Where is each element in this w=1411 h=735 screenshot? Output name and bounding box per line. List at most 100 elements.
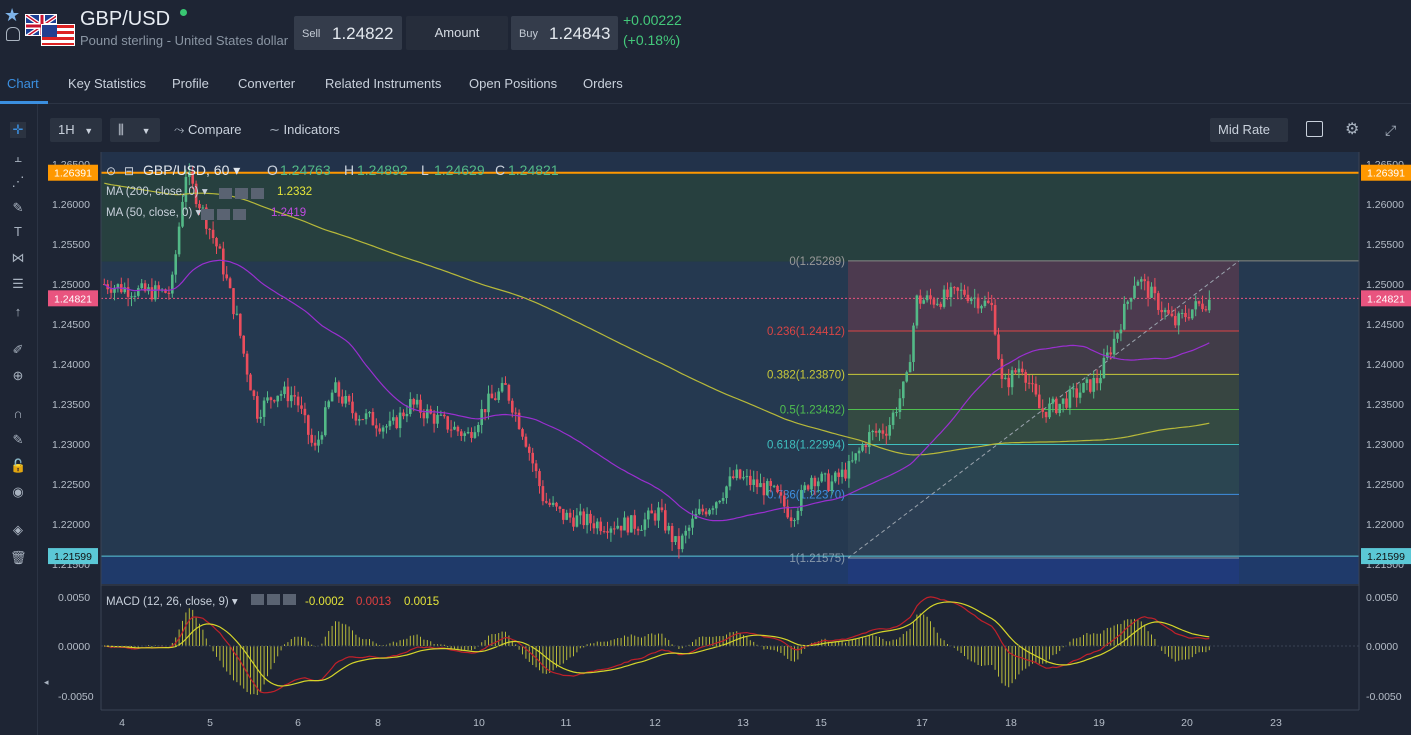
candle-body [704,511,708,515]
candle-body [1143,279,1146,282]
gear-icon[interactable]: ⚙ [1345,121,1360,138]
favorite-star-icon[interactable]: ★ [4,5,21,25]
fib-zone-below [848,558,1239,584]
candle-body [735,469,738,479]
candle-body [1208,299,1211,311]
x-axis-tick: 5 [207,717,213,729]
interval-select[interactable]: 1H ▼ [50,118,102,142]
layers-icon[interactable]: ◈ [13,522,23,537]
lock-icon[interactable]: 🔓 [10,458,27,473]
amount-input[interactable]: Amount [406,16,508,50]
trend-tools-icon[interactable]: ⋰ [11,174,25,189]
fib-zone [848,494,1239,558]
zoom-icon[interactable]: ⊕ [12,368,24,383]
us-flag-icon [41,24,75,46]
sell-button[interactable]: Sell 1.24822 [294,16,402,50]
candle-body [857,450,861,454]
legend-action-icon[interactable] [201,209,214,220]
pattern-icon[interactable]: ⋈ [11,250,25,265]
left-price-tick: 1.24500 [52,319,90,331]
signal-line [104,601,1210,687]
candle-body [320,435,324,440]
candle-body [286,386,290,402]
candle-body [949,287,953,298]
candle-body [381,427,385,432]
candle-body [738,469,742,479]
expand-icon[interactable]: ⤢ [1385,122,1397,138]
tab-orders[interactable]: Orders [583,76,623,91]
candle-body [613,528,616,530]
ruler-icon[interactable]: ✐ [12,342,24,357]
candle-body [456,426,460,432]
compare-button[interactable]: ⤳ Compare [174,118,242,142]
candle-body [1024,372,1027,383]
legend-action-icon[interactable] [251,188,264,199]
candle-body [925,295,929,301]
candle-body [1129,298,1133,302]
crosshair-icon[interactable]: ✛ [10,122,26,138]
trash-icon[interactable]: 🗑 [10,550,27,565]
candle-body [936,303,939,305]
candle-body [1017,368,1021,373]
candle-body [1041,408,1044,412]
tab-chart[interactable]: Chart [7,76,39,91]
chart-type-select[interactable]: ⫼ ▼ [110,118,160,142]
legend-action-icon[interactable] [217,209,230,220]
candle-body [1126,301,1129,304]
tab-converter[interactable]: Converter [238,76,296,91]
legend-ohlc-label: L [421,162,429,178]
candle-body [293,395,296,397]
rate-type-select[interactable]: Mid Rate ▼ [1210,118,1288,160]
candle-body [929,295,932,300]
candle-body [582,511,585,526]
candle-body [463,433,466,436]
left-price-tick: 1.23500 [52,399,90,411]
legend-action-icon[interactable] [283,594,296,605]
tab-related-instruments[interactable]: Related Instruments [325,76,442,91]
fib-tool-icon[interactable]: ☰ [12,276,24,291]
tab-key-statistics[interactable]: Key Statistics [68,76,147,91]
candle-body [759,483,762,488]
tab-profile[interactable]: Profile [172,76,209,91]
candle-body [881,430,885,434]
eye-icon[interactable]: ◉ [12,484,24,499]
candle-body [708,509,711,515]
fullscreen-frame-icon[interactable] [1306,121,1323,137]
candle-body [239,313,242,336]
candle-body [1112,338,1116,355]
candle-body [361,419,364,421]
candle-body [191,172,194,184]
macd-left-tick: 0.0050 [58,592,90,604]
price-line-label-right: 1.21599 [1367,551,1405,563]
lock-draw-icon[interactable]: ✎ [12,432,24,447]
candle-body [483,409,487,413]
alert-bell-icon[interactable] [6,27,20,41]
legend-action-icon[interactable] [251,594,264,605]
legend-action-icon[interactable] [233,209,246,220]
candle-body [235,313,239,315]
legend-action-icon[interactable] [219,188,232,199]
tab-open-positions[interactable]: Open Positions [469,76,558,91]
legend-action-icon[interactable] [267,594,280,605]
legend-action-icon[interactable] [235,188,248,199]
horizontal-line-icon[interactable]: ⫠ [14,150,22,165]
candle-body [143,283,147,292]
text-icon[interactable]: T [14,224,22,239]
candle-body [1160,309,1163,313]
buy-button[interactable]: Buy 1.24843 [511,16,618,50]
candle-body [354,413,358,421]
candle-body [956,287,959,291]
arrow-up-icon[interactable]: ↑ [14,304,22,319]
candle-body [487,393,490,413]
macd-right-tick: -0.0050 [1366,691,1402,703]
macd-value-3: 0.0015 [404,596,439,608]
pen-icon[interactable]: ✎ [12,200,24,215]
candle-body [1163,309,1167,313]
magnet-icon[interactable]: ∩ [13,406,23,421]
candle-body [602,531,606,533]
indicators-button[interactable]: ∼ Indicators [269,118,340,142]
candle-body [528,446,531,453]
instrument-header: ★ GBP/USD Pound sterling - United States… [0,0,1411,66]
candle-body [242,335,245,354]
